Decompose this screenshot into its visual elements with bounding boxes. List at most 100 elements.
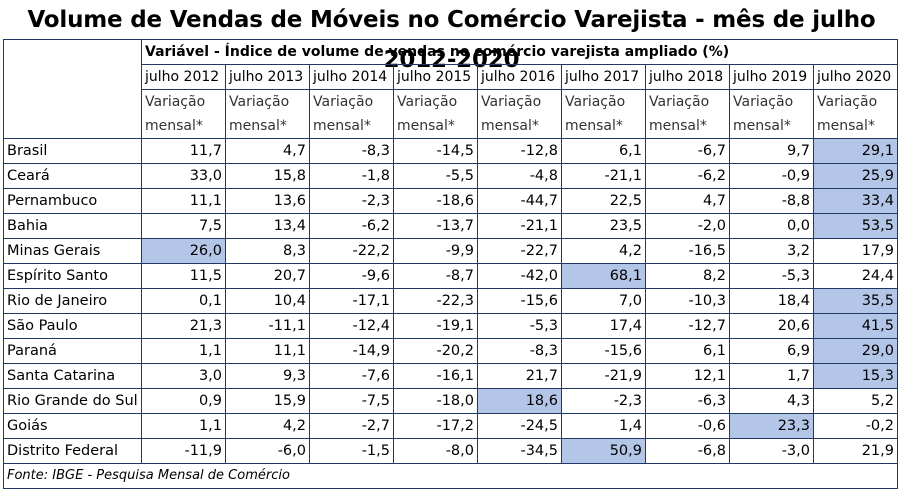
subheader-cell: Variação mensal*	[477, 89, 562, 139]
value-cell: 10,4	[225, 288, 310, 314]
year-header: julho 2012	[141, 64, 226, 90]
value-cell: 13,6	[225, 188, 310, 214]
value-cell: 0,1	[141, 288, 226, 314]
value-cell: 26,0	[141, 238, 226, 264]
state-name: Rio de Janeiro	[3, 288, 142, 314]
value-cell: 68,1	[561, 263, 646, 289]
value-cell: -22,3	[393, 288, 478, 314]
table-row: Paraná 1,1 11,1 -14,9 -20,2 -8,3 -15,6 6,1 6,9 29…	[3, 338, 898, 364]
state-name: Espírito Santo	[3, 263, 142, 289]
state-name: Distrito Federal	[3, 438, 142, 464]
value-cell: 12,1	[645, 363, 730, 389]
value-cell: -5,5	[393, 163, 478, 189]
table-row: Rio Grande do Sul 0,9 15,9 -7,5 -18,0 18,6 -2,…	[3, 388, 898, 414]
state-name: Paraná	[3, 338, 142, 364]
year-header: julho 2015	[393, 64, 478, 90]
value-cell: -9,6	[309, 263, 394, 289]
table-row: Bahia 7,5 13,4 -6,2 -13,7 -21,1 23,5 -2,0 0,0 53,…	[3, 213, 898, 239]
value-cell: 17,4	[561, 313, 646, 339]
value-cell: 20,7	[225, 263, 310, 289]
value-cell: -19,1	[393, 313, 478, 339]
value-cell: -15,6	[561, 338, 646, 364]
value-cell: 0,9	[141, 388, 226, 414]
value-cell: -6,8	[645, 438, 730, 464]
year-header: julho 2020	[813, 64, 898, 90]
table-row: Distrito Federal -11,9 -6,0 -1,5 -8,0 -34,5 50…	[3, 438, 898, 464]
value-cell: 23,5	[561, 213, 646, 239]
value-cell: -24,5	[477, 413, 562, 439]
value-cell: 4,3	[729, 388, 814, 414]
table-title: Volume de Vendas de Móveis no Comércio V…	[27, 7, 876, 73]
year-header: julho 2019	[729, 64, 814, 90]
source-row: Fonte: IBGE - Pesquisa Mensal de Comérci…	[3, 463, 898, 489]
value-cell: -3,0	[729, 438, 814, 464]
value-cell: 21,9	[813, 438, 898, 464]
value-cell: 3,0	[141, 363, 226, 389]
value-cell: -21,9	[561, 363, 646, 389]
value-cell: -9,9	[393, 238, 478, 264]
table-row: Santa Catarina 3,0 9,3 -7,6 -16,1 21,7 -21,9 12…	[3, 363, 898, 389]
value-cell: -8,3	[477, 338, 562, 364]
subheader-cell: Variação mensal*	[561, 89, 646, 139]
value-cell: -1,8	[309, 163, 394, 189]
state-name: Bahia	[3, 213, 142, 239]
corner-cell	[3, 39, 142, 139]
value-cell: 1,7	[729, 363, 814, 389]
value-cell: -2,7	[309, 413, 394, 439]
value-cell: 53,5	[813, 213, 898, 239]
value-cell: -4,8	[477, 163, 562, 189]
value-cell: -42,0	[477, 263, 562, 289]
table-row: Rio de Janeiro 0,1 10,4 -17,1 -22,3 -15,6 7,0-…	[3, 288, 898, 314]
value-cell: 1,4	[561, 413, 646, 439]
value-cell: 20,6	[729, 313, 814, 339]
value-cell: -6,3	[645, 388, 730, 414]
value-cell: -8,8	[729, 188, 814, 214]
value-cell: 17,9	[813, 238, 898, 264]
value-cell: 35,5	[813, 288, 898, 314]
value-cell: 13,4	[225, 213, 310, 239]
year-header: julho 2013	[225, 64, 310, 90]
value-cell: -5,3	[477, 313, 562, 339]
subheader-cell: Variação mensal*	[141, 89, 226, 139]
value-cell: -13,7	[393, 213, 478, 239]
variable-header-row: Variável - Índice de volume de vendas no…	[3, 39, 898, 139]
value-cell: -8,3	[309, 138, 394, 164]
value-cell: -6,7	[645, 138, 730, 164]
value-cell: -6,0	[225, 438, 310, 464]
state-name: São Paulo	[3, 313, 142, 339]
value-cell: -44,7	[477, 188, 562, 214]
value-cell: -16,1	[393, 363, 478, 389]
value-cell: -12,8	[477, 138, 562, 164]
table-row: Ceará 33,0 15,8 -1,8 -5,5 -4,8 -21,1 -6,2 -0,9 25…	[3, 163, 898, 189]
value-cell: -6,2	[645, 163, 730, 189]
value-cell: 9,7	[729, 138, 814, 164]
subheader-cell: Variação mensal*	[813, 89, 898, 139]
value-cell: 0,0	[729, 213, 814, 239]
value-cell: 4,2	[561, 238, 646, 264]
value-cell: 41,5	[813, 313, 898, 339]
value-cell: 4,7	[645, 188, 730, 214]
value-cell: -7,5	[309, 388, 394, 414]
sales-table: Variável - Índice de volume de vendas no…	[3, 39, 898, 489]
value-cell: -12,7	[645, 313, 730, 339]
state-name: Pernambuco	[3, 188, 142, 214]
value-cell: 7,0	[561, 288, 646, 314]
value-cell: -17,2	[393, 413, 478, 439]
value-cell: 23,3	[729, 413, 814, 439]
value-cell: -14,9	[309, 338, 394, 364]
table-row: Goiás 1,1 4,2 -2,7 -17,2 -24,5 1,4 -0,6 23,3 -0,2	[3, 413, 898, 439]
year-header: julho 2018	[645, 64, 730, 90]
value-cell: -11,9	[141, 438, 226, 464]
subheader-cell: Variação mensal*	[729, 89, 814, 139]
value-cell: -5,3	[729, 263, 814, 289]
value-cell: -2,3	[309, 188, 394, 214]
state-name: Brasil	[3, 138, 142, 164]
state-name: Santa Catarina	[3, 363, 142, 389]
value-cell: -8,7	[393, 263, 478, 289]
state-name: Minas Gerais	[3, 238, 142, 264]
value-cell: 11,5	[141, 263, 226, 289]
value-cell: 4,7	[225, 138, 310, 164]
value-cell: -15,6	[477, 288, 562, 314]
state-name: Goiás	[3, 413, 142, 439]
value-cell: 4,2	[225, 413, 310, 439]
